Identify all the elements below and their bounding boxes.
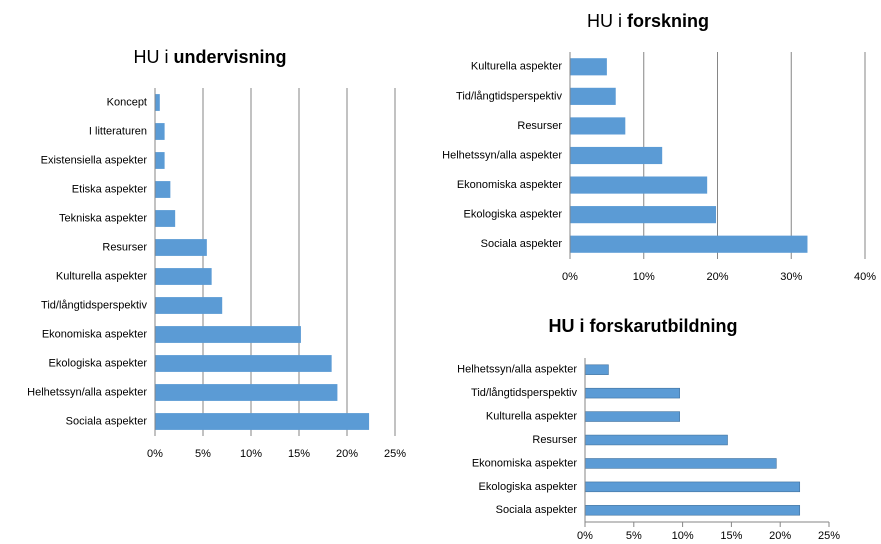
- bar: [155, 210, 176, 227]
- x-tick-label: 10%: [672, 530, 694, 542]
- bar: [155, 152, 165, 169]
- x-tick-label: 25%: [818, 530, 840, 542]
- bar: [584, 481, 801, 493]
- y-tick-label: Resurser: [102, 241, 147, 253]
- bar: [570, 117, 626, 135]
- title-part: HU i: [587, 11, 627, 31]
- y-tick-label: Tid/långtidsperspektiv: [471, 387, 577, 399]
- bar: [155, 413, 370, 430]
- bar: [584, 364, 609, 375]
- bar: [155, 326, 301, 343]
- y-tick-label: Ekonomiska aspekter: [42, 328, 147, 340]
- x-tick-label: 30%: [780, 271, 802, 283]
- x-tick-label: 10%: [240, 448, 262, 460]
- y-tick-label: Existensiella aspekter: [41, 154, 148, 166]
- bar: [155, 355, 332, 372]
- y-tick-label: Resurser: [532, 434, 577, 446]
- bar: [570, 235, 808, 253]
- chart-title: HU i undervisning: [133, 47, 286, 67]
- bar: [570, 146, 663, 165]
- x-tick-label: 15%: [720, 530, 742, 542]
- x-tick-label: 0%: [577, 530, 593, 542]
- x-tick-label: 10%: [633, 271, 655, 283]
- x-tick-label: 0%: [562, 271, 578, 283]
- y-tick-label: Helhetssyn/alla aspekter: [457, 364, 577, 376]
- y-tick-label: Helhetssyn/alla aspekter: [442, 149, 562, 161]
- y-tick-label: Helhetssyn/alla aspekter: [27, 386, 147, 398]
- bar: [155, 297, 223, 314]
- y-tick-label: Sociala aspekter: [66, 415, 148, 427]
- bar: [570, 176, 708, 194]
- y-tick-label: Ekonomiska aspekter: [472, 457, 577, 469]
- bar: [570, 58, 607, 76]
- bar: [584, 458, 777, 469]
- x-tick-label: 40%: [854, 271, 876, 283]
- y-tick-label: Tid/långtidsperspektiv: [456, 90, 562, 102]
- chart-title: HU i forskarutbildning: [549, 316, 738, 336]
- y-tick-label: Kulturella aspekter: [486, 410, 577, 422]
- y-tick-label: Ekologiska aspekter: [464, 209, 563, 221]
- x-tick-label: 5%: [626, 530, 642, 542]
- x-tick-label: 20%: [769, 530, 791, 542]
- bar: [155, 94, 160, 111]
- y-tick-label: I litteraturen: [89, 125, 147, 137]
- bar: [155, 384, 338, 401]
- y-tick-label: Ekologiska aspekter: [49, 357, 148, 369]
- bar: [570, 206, 717, 224]
- title-part: undervisning: [173, 47, 286, 67]
- x-tick-label: 25%: [384, 448, 406, 460]
- x-tick-label: 0%: [147, 448, 163, 460]
- x-tick-label: 15%: [288, 448, 310, 460]
- x-tick-label: 20%: [336, 448, 358, 460]
- y-tick-label: Resurser: [517, 120, 562, 132]
- title-part: forskning: [627, 11, 709, 31]
- y-tick-label: Koncept: [107, 96, 147, 108]
- y-tick-label: Etiska aspekter: [72, 183, 148, 195]
- bar: [155, 123, 165, 140]
- bar: [155, 268, 212, 285]
- x-tick-label: 20%: [706, 271, 728, 283]
- y-tick-label: Sociala aspekter: [481, 238, 563, 250]
- bar: [584, 505, 801, 516]
- y-tick-label: Kulturella aspekter: [56, 270, 147, 282]
- bar: [584, 387, 680, 399]
- y-tick-label: Tid/långtidsperspektiv: [41, 299, 147, 311]
- chart-title: HU i forskning: [587, 11, 709, 31]
- bar: [155, 239, 207, 256]
- bar: [584, 411, 680, 422]
- bar: [584, 434, 728, 446]
- bar: [570, 87, 616, 105]
- bar: [155, 181, 171, 198]
- y-tick-label: Ekologiska aspekter: [479, 481, 578, 493]
- x-tick-label: 5%: [195, 448, 211, 460]
- title-part: HU i: [133, 47, 173, 67]
- y-tick-label: Tekniska aspekter: [59, 212, 147, 224]
- y-tick-label: Kulturella aspekter: [471, 61, 562, 73]
- y-tick-label: Sociala aspekter: [496, 504, 578, 516]
- y-tick-label: Ekonomiska aspekter: [457, 179, 562, 191]
